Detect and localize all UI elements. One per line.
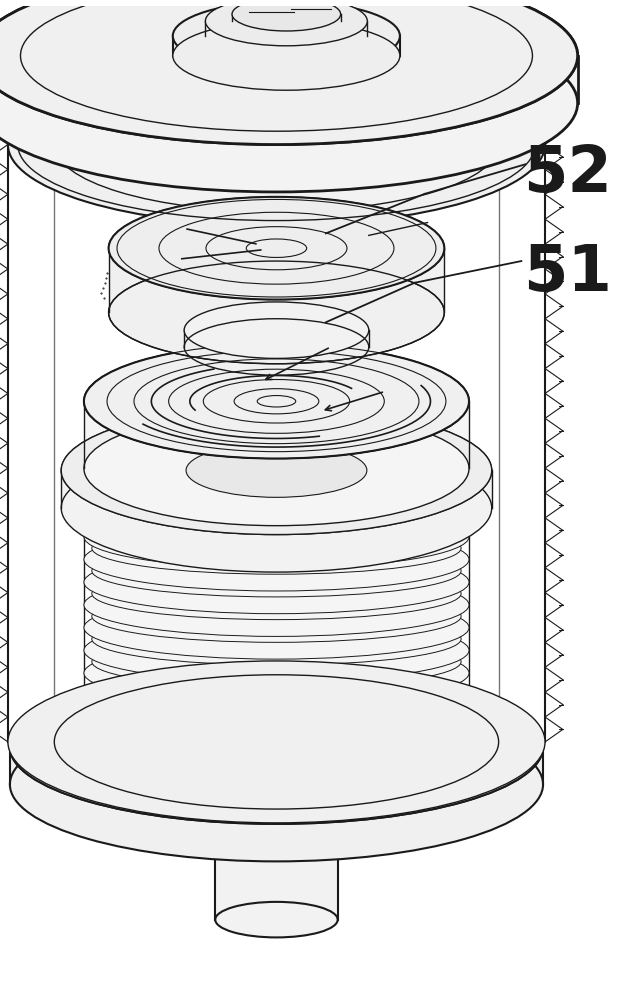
Ellipse shape (84, 664, 469, 727)
Ellipse shape (92, 681, 461, 733)
Polygon shape (84, 401, 469, 468)
Ellipse shape (84, 619, 469, 682)
Ellipse shape (84, 596, 469, 659)
Polygon shape (0, 56, 578, 103)
Ellipse shape (10, 670, 543, 824)
Ellipse shape (10, 670, 543, 824)
Ellipse shape (84, 411, 469, 526)
Ellipse shape (109, 197, 444, 300)
Ellipse shape (232, 0, 341, 31)
Ellipse shape (109, 261, 444, 364)
Ellipse shape (10, 707, 543, 861)
Ellipse shape (8, 661, 545, 823)
Text: 52: 52 (523, 143, 612, 205)
Polygon shape (10, 747, 543, 784)
Ellipse shape (215, 823, 337, 858)
Polygon shape (215, 841, 337, 920)
Ellipse shape (215, 823, 337, 858)
Ellipse shape (186, 443, 367, 497)
Ellipse shape (0, 0, 578, 145)
Ellipse shape (109, 197, 444, 300)
Ellipse shape (215, 902, 337, 937)
Polygon shape (109, 248, 444, 312)
Ellipse shape (92, 590, 461, 642)
Ellipse shape (84, 642, 469, 705)
Ellipse shape (92, 636, 461, 688)
Ellipse shape (0, 0, 578, 145)
Ellipse shape (92, 522, 461, 574)
Polygon shape (61, 470, 492, 508)
Ellipse shape (61, 444, 492, 572)
Ellipse shape (84, 710, 469, 773)
Ellipse shape (84, 573, 469, 636)
Ellipse shape (8, 64, 545, 226)
Ellipse shape (92, 658, 461, 710)
Ellipse shape (0, 14, 578, 192)
Ellipse shape (205, 0, 367, 46)
Ellipse shape (61, 406, 492, 535)
Ellipse shape (84, 344, 469, 459)
Ellipse shape (173, 21, 400, 90)
Ellipse shape (92, 545, 461, 597)
Ellipse shape (184, 302, 369, 358)
Ellipse shape (92, 499, 461, 551)
Ellipse shape (92, 567, 461, 620)
Ellipse shape (84, 344, 469, 459)
Ellipse shape (92, 704, 461, 756)
Ellipse shape (84, 687, 469, 750)
Ellipse shape (54, 77, 499, 212)
Ellipse shape (92, 613, 461, 665)
Ellipse shape (84, 528, 469, 591)
Ellipse shape (61, 406, 492, 535)
Ellipse shape (173, 1, 400, 70)
Text: 51: 51 (523, 242, 612, 304)
Ellipse shape (84, 488, 469, 551)
Ellipse shape (84, 551, 469, 614)
Ellipse shape (84, 505, 469, 568)
